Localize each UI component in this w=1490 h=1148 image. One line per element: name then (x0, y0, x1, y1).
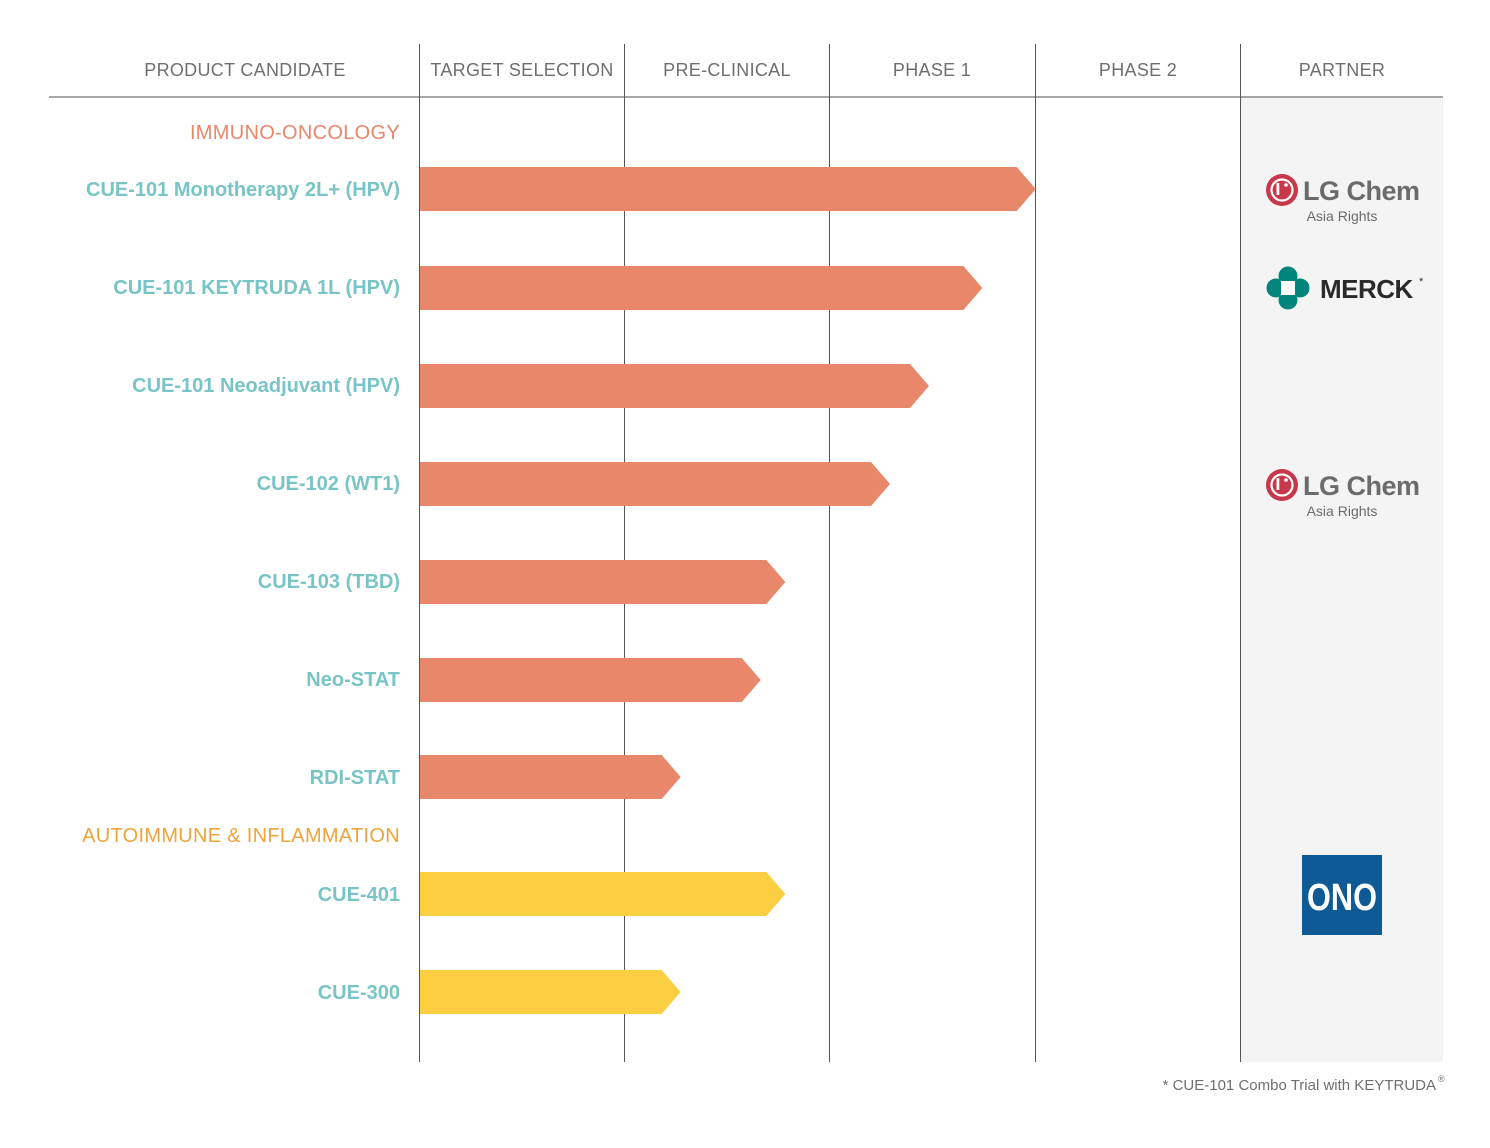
header-partner: PARTNER (1299, 60, 1385, 80)
product-label: CUE-300 (318, 982, 400, 1004)
merck-logo-icon (1266, 266, 1310, 310)
progress-arrow-cue-300 (420, 970, 681, 1014)
partner-name-merck: MERCK (1320, 274, 1414, 304)
progress-arrow-cue-101-keytruda-1l-hpv (420, 266, 983, 310)
partner-subtitle-lg: Asia Rights (1307, 503, 1378, 519)
footnote-registered-mark: ® (1438, 1074, 1445, 1084)
partner-name-lg: LG Chem (1303, 176, 1420, 206)
header-phase-1: PHASE 1 (893, 60, 971, 80)
header-product-candidate: PRODUCT CANDIDATE (144, 60, 345, 80)
partner-name-ono: ONO (1307, 877, 1377, 919)
header-target-selection: TARGET SELECTION (430, 60, 613, 80)
category-label-autoimmune: AUTOIMMUNE & INFLAMMATION (82, 825, 400, 847)
lg-logo-icon (1266, 174, 1298, 206)
lg-logo-icon (1266, 469, 1298, 501)
footnote-text: * CUE-101 Combo Trial with KEYTRUDA (1163, 1077, 1436, 1094)
partner-name-lg: LG Chem (1303, 471, 1420, 501)
merck-mark: * (1419, 276, 1424, 288)
progress-arrow-cue-101-monotherapy-2l-hpv (420, 167, 1036, 211)
header-phase-2: PHASE 2 (1099, 60, 1177, 80)
progress-arrow-rdi-stat (420, 755, 681, 799)
progress-arrow-neo-stat (420, 658, 761, 702)
category-label-immuno-oncology: IMMUNO-ONCOLOGY (190, 122, 400, 144)
product-label: RDI-STAT (310, 767, 400, 789)
product-label: CUE-101 KEYTRUDA 1L (HPV) (113, 277, 400, 299)
progress-arrow-cue-103-tbd (420, 560, 786, 604)
product-label: CUE-101 Neoadjuvant (HPV) (132, 375, 400, 397)
progress-bars (420, 167, 1036, 1014)
product-label: CUE-103 (TBD) (258, 571, 400, 593)
header-pre-clinical: PRE-CLINICAL (663, 60, 791, 80)
ono-logo-icon: ONO (1302, 855, 1382, 935)
footnote: * CUE-101 Combo Trial with KEYTRUDA (1163, 1077, 1436, 1094)
partner-subtitle-lg: Asia Rights (1307, 208, 1378, 224)
product-label: CUE-401 (318, 884, 400, 906)
progress-arrow-cue-401 (420, 872, 786, 916)
product-label: Neo-STAT (306, 669, 400, 691)
product-label: CUE-102 (WT1) (257, 473, 400, 495)
progress-arrow-cue-102-wt1 (420, 462, 891, 506)
product-label: CUE-101 Monotherapy 2L+ (HPV) (86, 179, 400, 201)
progress-arrow-cue-101-neoadjuvant-hpv (420, 364, 930, 408)
